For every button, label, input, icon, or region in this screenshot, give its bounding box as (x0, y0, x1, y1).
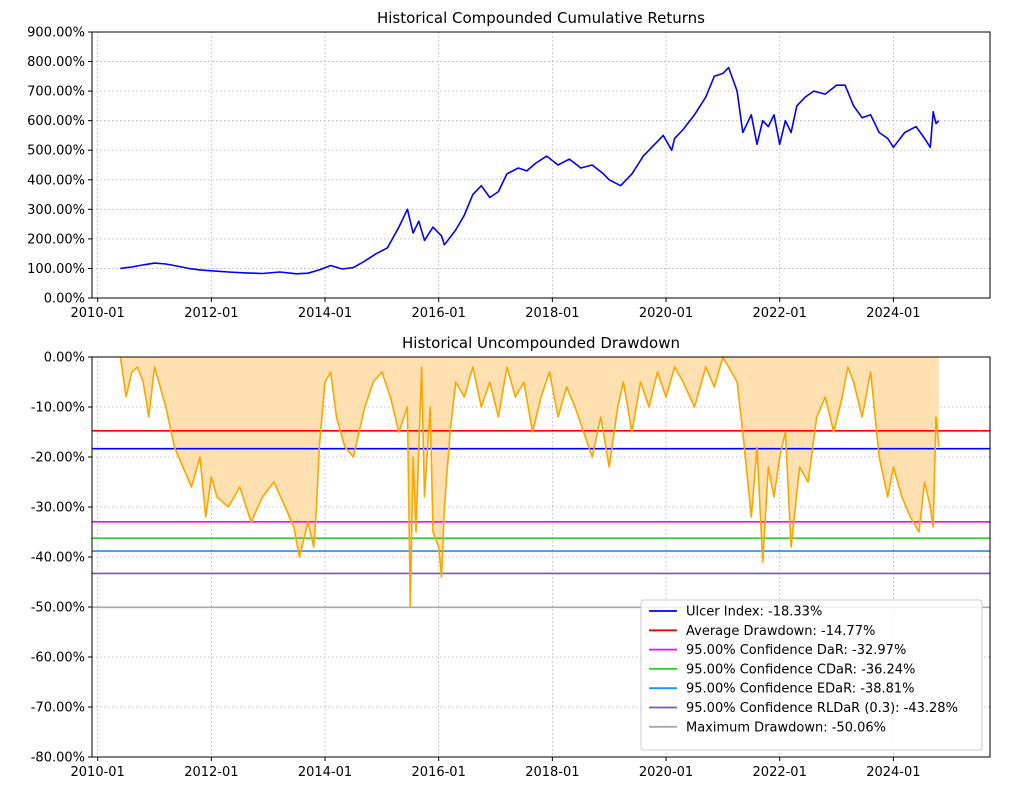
x-tick-label: 2010-01 (71, 765, 125, 780)
x-tick-label: 2020-01 (639, 765, 693, 780)
y-tick-label: -60.00% (31, 651, 85, 666)
y-tick-label: -10.00% (31, 401, 85, 416)
y-tick-label: -30.00% (31, 501, 85, 516)
legend-label: 95.00% Confidence CDaR: -36.24% (686, 662, 915, 677)
x-tick-label: 2022-01 (753, 765, 807, 780)
chart-title: Historical Compounded Cumulative Returns (377, 9, 705, 27)
x-tick-label: 2012-01 (184, 306, 238, 321)
y-tick-label: 900.00% (27, 26, 85, 41)
legend-label: 95.00% Confidence DaR: -32.97% (686, 643, 906, 658)
legend-label: Average Drawdown: -14.77% (686, 624, 875, 639)
y-tick-label: 700.00% (27, 85, 85, 100)
y-tick-label: 0.00% (44, 292, 85, 307)
legend-label: 95.00% Confidence EDaR: -38.81% (686, 682, 915, 697)
x-tick-label: 2012-01 (184, 765, 238, 780)
y-tick-label: 500.00% (27, 144, 85, 159)
x-tick-label: 2016-01 (412, 765, 466, 780)
x-tick-label: 2018-01 (525, 306, 579, 321)
chart-1: Historical Uncompounded Drawdown 2010-01 2… (31, 334, 991, 780)
y-tick-label: 200.00% (27, 232, 85, 247)
x-tick-label: 2016-01 (412, 306, 466, 321)
legend: Ulcer Index: -18.33% Average Drawdown: -1… (640, 599, 983, 751)
series-line (120, 66, 940, 275)
plot-frame (91, 31, 991, 299)
x-tick-label: 2024-01 (866, 306, 920, 321)
series-line (119, 356, 940, 608)
drawdown-area (120, 357, 939, 607)
legend-label: Ulcer Index: -18.33% (686, 605, 822, 620)
x-tick-label: 2014-01 (298, 306, 352, 321)
y-tick-label: -50.00% (31, 601, 85, 616)
y-tick-label: -20.00% (31, 451, 85, 466)
y-tick-label: 300.00% (27, 203, 85, 218)
y-tick-label: -40.00% (31, 551, 85, 566)
x-tick-label: 2020-01 (639, 306, 693, 321)
x-tick-label: 2014-01 (298, 765, 352, 780)
legend-label: 95.00% Confidence RLDaR (0.3): -43.28% (686, 701, 958, 716)
legend-label: Maximum Drawdown: -50.06% (686, 720, 886, 735)
x-tick-label: 2022-01 (753, 306, 807, 321)
y-tick-label: 100.00% (27, 262, 85, 277)
y-tick-label: 800.00% (27, 55, 85, 70)
chart-title: Historical Uncompounded Drawdown (402, 334, 680, 352)
y-tick-label: -70.00% (31, 701, 85, 716)
x-tick-label: 2024-01 (866, 765, 920, 780)
x-tick-label: 2010-01 (71, 306, 125, 321)
y-tick-label: 0.00% (44, 351, 85, 366)
chart-0: Historical Compounded Cumulative Returns… (27, 9, 991, 321)
y-tick-label: -80.00% (31, 751, 85, 766)
y-tick-label: 400.00% (27, 173, 85, 188)
y-tick-label: 600.00% (27, 114, 85, 129)
legend-box (640, 599, 983, 751)
x-tick-label: 2018-01 (525, 765, 579, 780)
